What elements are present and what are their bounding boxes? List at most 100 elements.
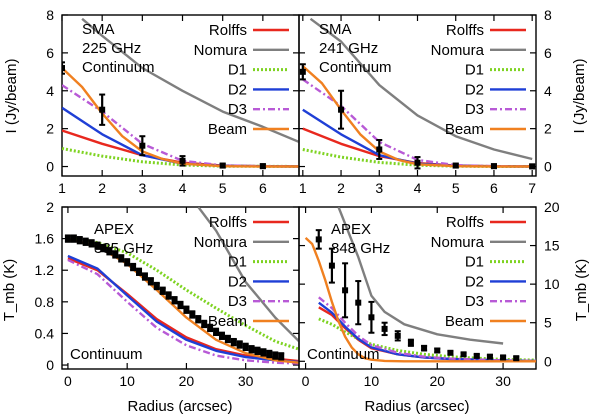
data-point [254,346,261,355]
series-line-nomura [81,17,299,144]
y-tick-label: 0 [46,357,54,373]
data-point [381,321,388,337]
annotation-continuum: Continuum [319,59,392,76]
data-point [299,63,306,81]
data-point [218,331,225,340]
data-point [201,319,208,329]
data-point [88,239,95,248]
data-point [147,277,154,286]
data-point [315,229,322,250]
data-point [139,135,146,157]
series-line-d2 [62,106,299,168]
annotation-instrument: APEX [331,221,371,238]
data-point [62,61,65,75]
annotation-frequency: 241 GHz [319,40,378,57]
legend-label-beam: Beam [208,313,247,330]
legend-label-d2: D2 [465,81,484,98]
y-axis-label-bottom-right: T_mb (K) [573,259,590,322]
legend-label-d3: D3 [228,101,247,118]
data-point [124,258,131,267]
x-tick-label: 10 [364,373,380,389]
y-tick-label: 1.6 [35,231,55,247]
data-point [159,286,166,295]
data-point [355,280,362,326]
x-tick-label: 10 [119,373,135,389]
y-tick-label: 0 [544,353,552,369]
data-point [177,300,184,310]
y-axis-label-top-right: I (Jy/beam) [571,58,588,133]
x-tick-label: 6 [259,180,267,196]
data-point [414,156,421,170]
legend-label-d1: D1 [465,254,484,271]
y-axis-label-top-left: I (Jy/beam) [3,58,20,133]
annotation-continuum: Continuum [307,346,380,363]
data-point [76,236,83,245]
y-tick-label: 6 [544,45,552,61]
x-tick-label: 0 [64,373,72,389]
data-point [368,300,375,334]
x-axis-label-left: Radius (arcsec) [127,398,232,415]
legend-label-rolffs: Rolffs [209,214,247,231]
data-point [328,247,335,284]
data-point [70,234,77,243]
x-tick-label: 0 [302,373,310,389]
x-tick-label: 2 [337,180,345,196]
data-point [394,330,401,342]
series-line-beam [62,67,299,168]
series-group [299,17,536,170]
legend-label-d2: D2 [228,81,247,98]
annotation-frequency: 335 GHz [94,240,153,257]
legend-label-rolffs: Rolffs [446,22,484,39]
annotation-frequency: 848 GHz [331,240,390,257]
data-point [490,163,497,170]
legend-label-beam: Beam [208,121,247,138]
data-point [183,305,190,314]
data-point [272,351,279,360]
data-point [219,162,226,169]
x-tick-label: 30 [495,373,511,389]
data-point [94,241,101,250]
annotation-instrument: APEX [94,221,134,238]
data-point [82,237,89,246]
panel-top-right: 1 2 3 4 5 6 70 2 4 6 8 SMA 241 GHz Continuum Rolffs Nom… [298,7,552,196]
legend-label-rolffs: Rolffs [446,214,484,231]
y-tick-label: 8 [544,7,552,23]
data-point [338,89,345,130]
data-point [64,234,71,243]
y-tick-label: 2 [46,199,54,215]
legend-label-d1: D1 [228,62,247,79]
series-line-nomura [309,17,533,161]
data-point [165,291,172,300]
series-line-d3 [302,78,533,168]
legend-label-nomura: Nomura [431,234,485,251]
data-point [500,354,507,361]
data-point [118,254,125,263]
x-tick-label: 1 [58,180,66,196]
panel-top-left: 1 2 3 4 5 6 0 2 4 6 8 SMA 225 GHz Continuum Rolffs Nomu… [46,7,300,196]
data-point [376,139,383,160]
y-tick-label: 10 [544,276,560,292]
data-point [236,340,243,349]
legend-label-nomura: Nomura [194,234,248,251]
data-point [473,352,480,359]
x-axis-label-right: Radius (arcsec) [364,398,469,415]
data-point [99,93,106,126]
y-tick-label: 15 [544,238,560,254]
legend-label-nomura: Nomura [194,42,248,59]
data-point [460,351,467,358]
data-point [171,296,178,305]
data-point [106,247,113,256]
y-tick-label: 8 [46,7,54,23]
annotation-continuum: Continuum [70,346,143,363]
data-point [259,163,266,170]
y-tick-label: 1.2 [35,262,55,278]
data-point [434,347,441,354]
series-line-d3 [318,296,536,363]
y-tick-label: 0.8 [35,294,55,310]
legend-label-rolffs: Rolffs [209,22,247,39]
series-line-d1 [318,317,536,362]
y-tick-label: 0.4 [35,325,55,341]
y-tick-label: 4 [46,83,54,99]
data-point [266,349,273,359]
